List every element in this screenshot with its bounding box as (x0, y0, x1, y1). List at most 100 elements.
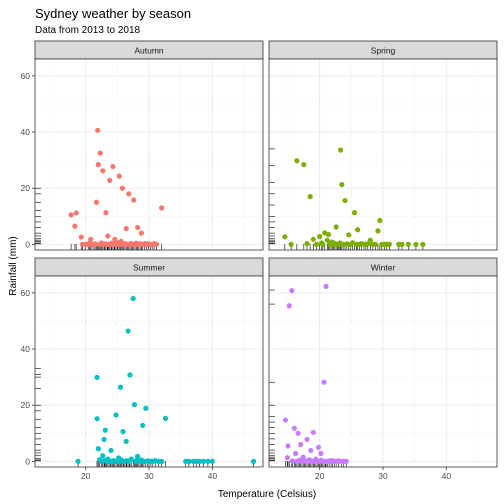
data-point (413, 241, 419, 247)
data-point (344, 241, 350, 247)
data-point (107, 177, 113, 183)
data-point (154, 241, 160, 247)
facet-summer: Summer 0 20 40 60 20 30 40 (21, 257, 264, 481)
data-point (101, 436, 107, 443)
chart-title: Sydney weather by season (35, 6, 191, 21)
x-tick-label: 30 (378, 471, 388, 481)
data-point (301, 162, 307, 168)
data-point (126, 191, 132, 197)
data-point (138, 230, 144, 236)
data-point (321, 379, 327, 385)
data-point (97, 150, 103, 156)
data-point (405, 241, 411, 247)
y-tick-label: 60 (21, 71, 31, 81)
y-axis-label: Rainfall (mm) (8, 236, 19, 295)
data-point (291, 425, 297, 431)
data-point (78, 234, 84, 240)
data-point (131, 197, 137, 203)
data-point (103, 210, 109, 216)
y-tick-label: 0 (25, 456, 30, 466)
data-point (310, 429, 316, 436)
data-point (315, 444, 321, 450)
x-tick-label: 20 (81, 471, 91, 481)
data-point (325, 231, 332, 238)
data-point (318, 450, 324, 457)
data-point (339, 181, 345, 188)
x-axis-label: Temperature (Celsius) (218, 489, 316, 500)
data-point (73, 210, 79, 216)
data-point (351, 210, 358, 216)
data-point (95, 127, 101, 133)
data-point (304, 436, 310, 443)
data-point (250, 458, 257, 464)
y-tick-label: 20 (21, 183, 31, 193)
x-tick-label: 20 (315, 471, 325, 481)
data-point (300, 454, 306, 460)
x-tick-label: 40 (442, 471, 452, 481)
data-point (135, 224, 141, 231)
data-point (93, 199, 100, 205)
data-point (108, 447, 114, 454)
facet-label-spring: Spring (371, 46, 396, 56)
data-point (308, 447, 314, 454)
panel-border (268, 58, 498, 251)
data-point (125, 328, 131, 334)
data-point (131, 402, 138, 408)
data-point (342, 197, 348, 204)
facet-label-autumn: Autumn (134, 46, 164, 56)
chart-subtitle: Data from 2013 to 2018 (35, 25, 141, 36)
data-point (68, 212, 74, 218)
y-tick-label: 40 (21, 127, 31, 137)
data-point (141, 458, 147, 464)
data-point (159, 458, 165, 464)
data-point (399, 241, 405, 247)
data-point (123, 438, 129, 445)
data-point (128, 456, 134, 462)
data-point (333, 224, 339, 230)
facet-autumn: Autumn 0 20 40 60 (21, 40, 264, 251)
data-point (130, 295, 136, 302)
data-point (320, 241, 326, 247)
data-point (365, 241, 371, 247)
data-point (386, 241, 392, 247)
data-point (367, 237, 373, 243)
data-point (340, 241, 346, 247)
x-tick-label: 30 (144, 471, 154, 481)
data-point (162, 415, 169, 422)
data-point (323, 283, 329, 289)
data-point (110, 163, 116, 170)
data-point (337, 147, 344, 153)
data-point (282, 417, 289, 423)
data-point (88, 236, 94, 242)
data-point (112, 236, 118, 242)
data-point (127, 372, 133, 378)
data-point (200, 458, 207, 464)
data-point (140, 422, 146, 429)
facet-winter: Winter 20 30 40 (268, 257, 498, 481)
data-point (289, 458, 296, 464)
data-point (298, 441, 304, 448)
data-point (285, 443, 291, 449)
data-point (294, 158, 300, 164)
data-point (288, 241, 294, 247)
data-point (120, 429, 126, 435)
data-point (105, 233, 111, 239)
data-point (113, 412, 119, 418)
data-point (186, 458, 192, 464)
data-point (420, 241, 426, 247)
data-point (313, 241, 320, 247)
data-point (94, 416, 100, 422)
data-point (102, 427, 108, 433)
data-point (355, 227, 361, 233)
data-point (310, 236, 316, 242)
data-point (346, 232, 352, 238)
panel-border (34, 58, 264, 251)
data-point (72, 223, 78, 229)
data-point (100, 168, 106, 174)
data-point (293, 450, 299, 457)
y-tick-label: 60 (21, 288, 31, 298)
y-tick-label: 20 (21, 400, 31, 410)
data-point (119, 185, 125, 191)
data-point (372, 241, 378, 247)
